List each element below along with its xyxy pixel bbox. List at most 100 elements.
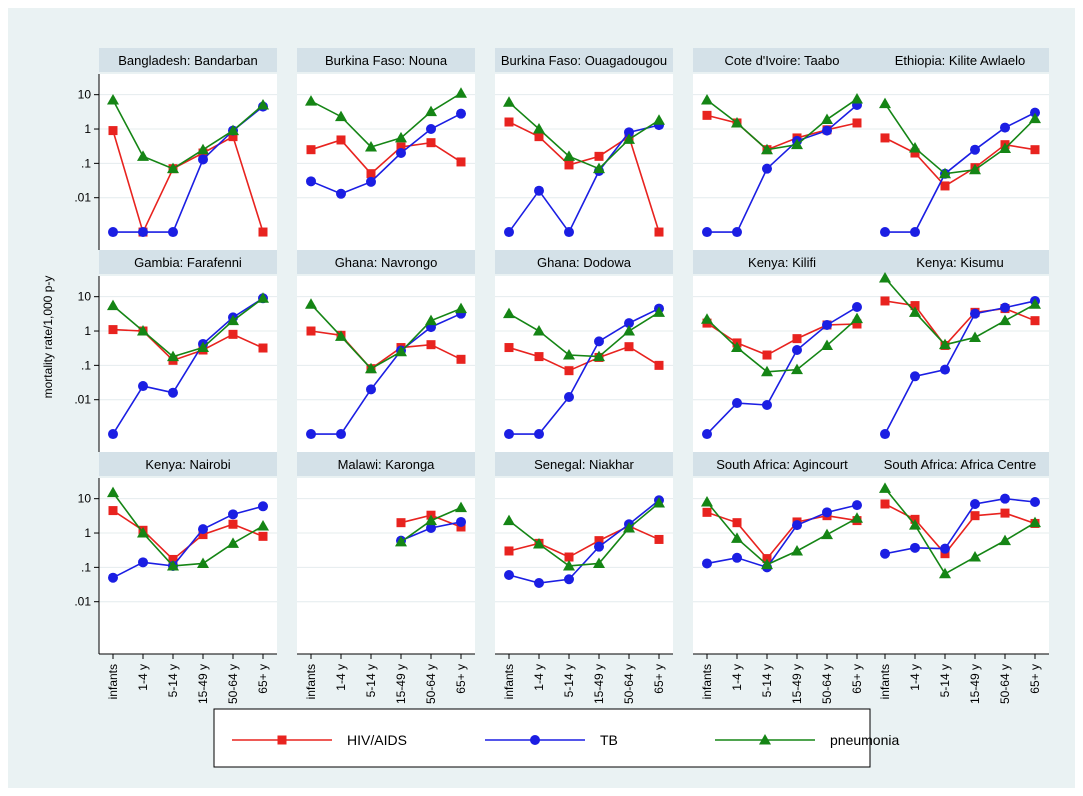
panel-header — [495, 250, 673, 274]
panel-title: Kenya: Nairobi — [145, 457, 230, 472]
data-point — [880, 296, 890, 306]
plot-area — [297, 478, 475, 654]
data-point — [198, 524, 208, 535]
data-point — [880, 133, 890, 143]
data-point — [534, 429, 544, 440]
data-point — [792, 345, 802, 356]
data-point — [167, 162, 179, 174]
data-point — [534, 578, 544, 589]
data-point — [910, 301, 920, 311]
data-point — [880, 499, 890, 509]
data-point — [228, 132, 238, 142]
data-point — [138, 557, 148, 568]
panel: Kenya: Kilifi — [693, 250, 871, 452]
series-line — [112, 505, 264, 579]
x-tick-label: 5-14 y — [364, 664, 378, 697]
panel-header — [871, 250, 1049, 274]
x-tick-label: 50-64 y — [226, 664, 240, 704]
data-point — [1030, 497, 1040, 508]
data-point — [137, 527, 149, 538]
data-point — [335, 330, 347, 341]
data-point — [702, 110, 712, 120]
data-point — [258, 227, 268, 237]
data-point — [366, 169, 376, 179]
panel: Burkina Faso: Nouna — [297, 48, 475, 250]
data-point — [426, 138, 436, 148]
x-tick-label: 1-4 y — [532, 664, 546, 691]
legend-label: TB — [600, 732, 618, 748]
data-point — [624, 127, 634, 138]
series-line — [508, 345, 660, 372]
panel-header — [99, 48, 277, 72]
data-point — [137, 150, 149, 161]
data-point — [792, 334, 802, 344]
data-point — [396, 142, 406, 152]
panel: Bangladesh: Bandarban 10 1 .1 .01 — [74, 48, 277, 250]
data-point — [851, 92, 863, 104]
plot-area — [297, 276, 475, 452]
data-point — [197, 341, 209, 353]
data-point — [821, 113, 833, 124]
legend-marker — [277, 735, 287, 745]
data-point — [426, 124, 436, 135]
data-point — [791, 138, 803, 150]
legend-label: HIV/AIDS — [347, 732, 407, 748]
data-point — [594, 541, 604, 552]
data-point — [564, 160, 574, 170]
data-point — [1030, 145, 1040, 155]
plot-area — [99, 74, 277, 250]
data-point — [425, 314, 437, 326]
data-point — [258, 501, 268, 512]
data-point — [335, 110, 347, 122]
data-point — [504, 117, 514, 127]
data-point — [456, 516, 466, 527]
data-point — [940, 364, 950, 375]
data-point — [1000, 302, 1010, 313]
data-point — [258, 343, 268, 353]
data-point — [702, 507, 712, 517]
legend: HIV/AIDS TB pneumonia — [213, 708, 899, 768]
panel: South Africa: Agincourt infants 1-4 y 5-14 … — [693, 452, 871, 704]
panel-title: Ethiopia: Kilite Awlaelo — [895, 53, 1026, 68]
data-point — [563, 150, 575, 161]
data-point — [654, 360, 664, 370]
data-point — [504, 546, 514, 556]
panel-header — [871, 48, 1049, 72]
series-line — [112, 328, 264, 362]
panel: Gambia: Farafenni 10 1 .1 .01 — [74, 250, 277, 452]
panel-title: Burkina Faso: Ouagadougou — [501, 53, 667, 68]
series-line — [884, 497, 1036, 555]
data-point — [395, 131, 407, 143]
data-point — [563, 559, 575, 571]
data-point — [653, 496, 665, 508]
series-line — [112, 297, 264, 435]
data-point — [910, 371, 920, 382]
x-tick-label: 15-49 y — [196, 664, 210, 704]
plot-area — [99, 276, 277, 452]
x-tick-label: 65+ y — [1028, 664, 1042, 694]
x-tick-label: 1-4 y — [136, 664, 150, 691]
data-point — [653, 114, 665, 125]
y-tick-label: .01 — [74, 393, 91, 407]
data-point — [108, 506, 118, 516]
data-point — [762, 554, 772, 564]
data-point — [969, 551, 981, 562]
series-line — [706, 98, 858, 151]
data-point — [395, 535, 407, 547]
plot-area — [99, 478, 277, 654]
x-tick-label: 50-64 y — [998, 664, 1012, 704]
x-tick-label: 1-4 y — [908, 664, 922, 691]
data-point — [336, 135, 346, 145]
data-point — [198, 530, 208, 540]
data-point — [909, 519, 921, 530]
data-point — [1030, 316, 1040, 326]
series-line — [508, 124, 660, 234]
legend-item: pneumonia — [715, 732, 899, 748]
data-point — [108, 126, 118, 136]
panel-header — [297, 452, 475, 476]
data-point — [851, 312, 863, 324]
legend-item: HIV/AIDS — [232, 732, 407, 748]
data-point — [503, 96, 515, 107]
data-point — [852, 319, 862, 329]
data-point — [879, 97, 891, 109]
